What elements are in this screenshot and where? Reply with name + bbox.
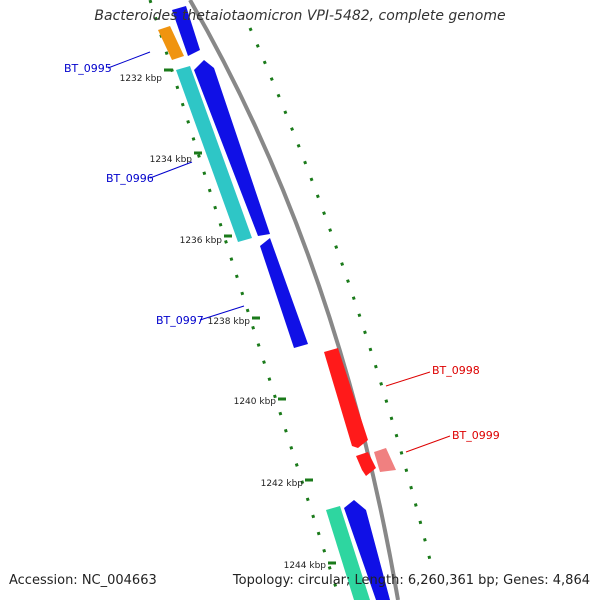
- gene-feature-blue-top[interactable]: [172, 6, 200, 56]
- label-connector: [405, 435, 451, 453]
- gene-label-bt0995[interactable]: BT_0995: [64, 62, 112, 75]
- genome-backbone: [188, 0, 400, 600]
- scale-label: 1232 kbp: [120, 74, 163, 84]
- genome-info-text: Topology: circular; Length: 6,260,361 bp…: [232, 573, 590, 588]
- scale-label: 1236 kbp: [180, 236, 223, 246]
- gene-label-bt0999[interactable]: BT_0999: [452, 429, 500, 442]
- label-connector: [149, 161, 193, 179]
- scale-tick-marks: [164, 68, 336, 565]
- scale-label: 1234 kbp: [150, 155, 193, 165]
- label-connector: [199, 305, 245, 321]
- scale-label: 1238 kbp: [208, 317, 251, 327]
- gene-feature-blue-bt0997[interactable]: [260, 238, 308, 348]
- inner-dotted-ring: [148, 0, 342, 600]
- accession-text: Accession: NC_004663: [9, 573, 157, 588]
- gene-label-bt0998[interactable]: BT_0998: [432, 364, 480, 377]
- scale-label: 1242 kbp: [261, 479, 304, 489]
- gene-feature-cyan-bt0996[interactable]: [176, 66, 252, 242]
- label-connector: [385, 371, 431, 387]
- gene-label-bt0996[interactable]: BT_0996: [106, 172, 154, 185]
- gene-feature-orange[interactable]: [158, 26, 184, 60]
- label-connector: [107, 51, 151, 69]
- gene-feature-blue-long[interactable]: [194, 60, 270, 236]
- gene-feature-pink-bt0999[interactable]: [374, 448, 396, 472]
- scale-label: 1244 kbp: [284, 561, 327, 571]
- gene-feature-blue-bottom[interactable]: [344, 500, 390, 600]
- map-title: Bacteroides thetaiotaomicron VPI-5482, c…: [94, 8, 506, 24]
- gene-feature-red-small[interactable]: [356, 452, 376, 476]
- gene-feature-green[interactable]: [326, 506, 370, 600]
- scale-label: 1240 kbp: [234, 397, 277, 407]
- gene-label-bt0997[interactable]: BT_0997: [156, 314, 204, 327]
- gene-feature-red-bt0998[interactable]: [324, 348, 368, 448]
